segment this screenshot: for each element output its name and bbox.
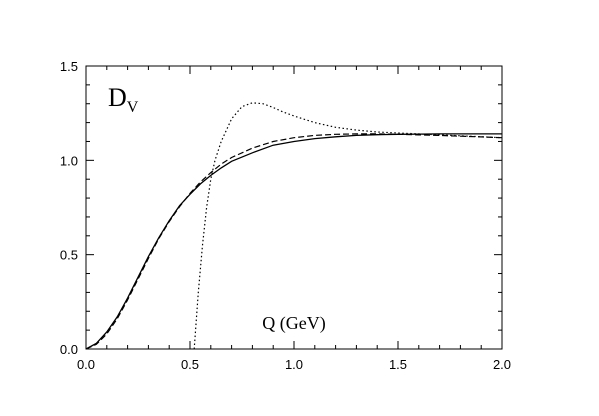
x-tick-label: 1.5 [389, 357, 407, 372]
panel-label-sub: V [127, 99, 139, 116]
axis-ticks [85, 65, 503, 350]
y-tick-label: 0.0 [60, 342, 78, 357]
panel-label: DV [108, 83, 139, 116]
y-tick-label: 1.0 [60, 153, 78, 168]
x-tick-label: 2.0 [493, 357, 511, 372]
series-group [85, 102, 503, 350]
series-line-dotted [193, 102, 503, 350]
tick-labels: 0.0 0.5 1.0 1.5 2.0 0.0 0.5 1.0 1.5 [60, 59, 511, 372]
y-tick-label: 0.5 [60, 248, 78, 263]
panel-label-main: D [108, 83, 127, 112]
x-tick-label: 0.5 [181, 357, 199, 372]
plot-frame [85, 65, 503, 350]
x-tick-label: 0.0 [77, 357, 95, 372]
x-tick-label: 1.0 [285, 357, 303, 372]
y-tick-label: 1.5 [60, 59, 78, 74]
x-axis-label: Q (GeV) [262, 313, 325, 334]
series-line-dashed [85, 133, 503, 350]
